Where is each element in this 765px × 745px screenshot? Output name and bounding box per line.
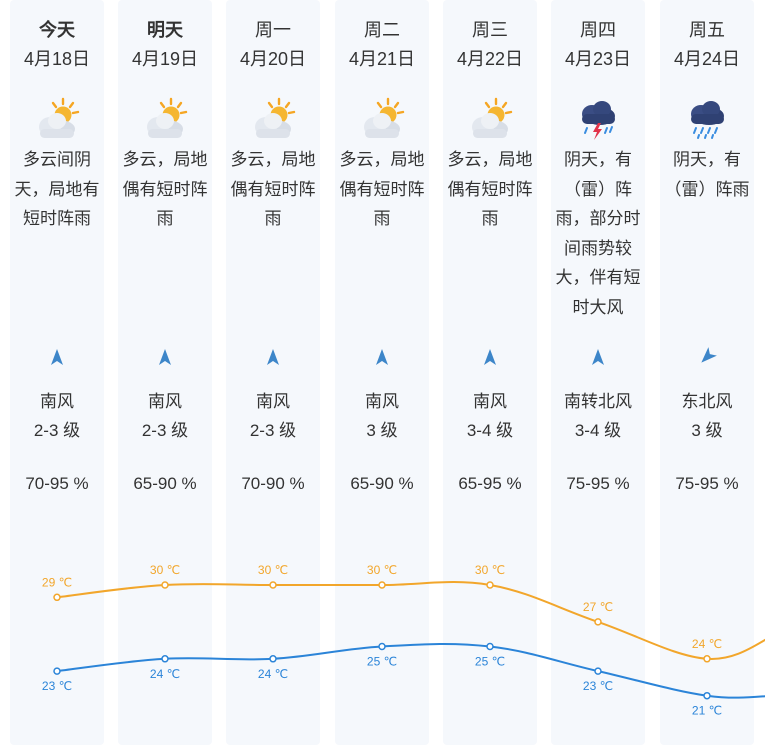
day-column: 今天 4月18日多云间阴天，局地有短时阵雨南风 2-3 级 70-95 %	[10, 0, 104, 745]
day-weekday: 周三	[472, 20, 508, 40]
day-date: 4月20日	[239, 49, 307, 69]
north-arrow-icon	[155, 347, 175, 367]
partly-cloudy-sun-icon	[140, 96, 190, 142]
day-date: 4月19日	[131, 49, 199, 69]
wind-direction: 南风	[148, 392, 182, 411]
weather-description: 多云，局地偶有短时阵雨	[230, 150, 316, 228]
humidity-range: 65-95 %	[458, 474, 522, 493]
day-column: 周五 4月24日阴天，有（雷）阵雨东北风 3 级 75-95 %	[660, 0, 754, 745]
day-weekday: 周五	[689, 20, 725, 40]
north-arrow-icon	[588, 347, 608, 367]
north-arrow-icon	[372, 347, 392, 367]
rain-cloud-icon	[682, 96, 732, 142]
humidity-range: 70-95 %	[25, 474, 89, 493]
day-weekday: 今天	[39, 20, 75, 40]
weather-description: 多云，局地偶有短时阵雨	[339, 150, 425, 228]
day-weekday: 周四	[580, 20, 616, 40]
day-weekday: 周二	[364, 20, 400, 40]
day-date: 4月21日	[348, 49, 416, 69]
weather-description: 阴天，有（雷）阵雨，部分时间雨势较大，伴有短时大风	[555, 150, 641, 317]
north-arrow-icon	[263, 347, 283, 367]
humidity-range: 70-90 %	[241, 474, 305, 493]
day-column: 周一 4月20日多云，局地偶有短时阵雨南风 2-3 级 70-90 %	[226, 0, 320, 745]
day-weekday: 周一	[255, 20, 291, 40]
humidity-range: 65-90 %	[133, 474, 197, 493]
wind-level: 3 级	[691, 421, 723, 440]
weather-description: 阴天，有（雷）阵雨	[664, 150, 750, 199]
thunderstorm-icon	[573, 96, 623, 142]
day-date: 4月24日	[673, 49, 741, 69]
wind-level: 3-4 级	[466, 421, 514, 440]
day-column: 周二 4月21日多云，局地偶有短时阵雨南风 3 级 65-90 %	[335, 0, 429, 745]
partly-cloudy-sun-icon	[248, 96, 298, 142]
day-date: 4月18日	[23, 49, 91, 69]
day-column: 明天 4月19日多云，局地偶有短时阵雨南风 2-3 级 65-90 %	[118, 0, 212, 745]
humidity-range: 75-95 %	[675, 474, 739, 493]
north-arrow-icon	[480, 347, 500, 367]
wind-direction: 东北风	[681, 392, 733, 411]
weather-description: 多云间阴天，局地有短时阵雨	[14, 150, 100, 228]
wind-level: 2-3 级	[33, 421, 81, 440]
weather-description: 多云，局地偶有短时阵雨	[122, 150, 208, 228]
day-column: 周三 4月22日多云，局地偶有短时阵雨南风 3-4 级 65-95 %	[443, 0, 537, 745]
day-weekday: 明天	[147, 20, 183, 40]
day-date: 4月23日	[564, 49, 632, 69]
wind-level: 3 级	[366, 421, 398, 440]
wind-direction: 南风	[256, 392, 290, 411]
wind-level: 2-3 级	[141, 421, 189, 440]
wind-direction: 南风	[40, 392, 74, 411]
partly-cloudy-sun-icon	[32, 96, 82, 142]
wind-direction: 南转北风	[564, 392, 632, 411]
day-date: 4月22日	[456, 49, 524, 69]
southwest-arrow-icon	[697, 347, 717, 367]
partly-cloudy-sun-icon	[357, 96, 407, 142]
wind-level: 2-3 级	[249, 421, 297, 440]
humidity-range: 65-90 %	[350, 474, 414, 493]
wind-direction: 南风	[365, 392, 399, 411]
humidity-range: 75-95 %	[566, 474, 630, 493]
north-arrow-icon	[47, 347, 67, 367]
weather-description: 多云，局地偶有短时阵雨	[447, 150, 533, 228]
wind-level: 3-4 级	[574, 421, 622, 440]
day-column: 周四 4月23日阴天，有（雷）阵雨，部分时间雨势较大，伴有短时大风南转北风 3-4 …	[551, 0, 645, 745]
partly-cloudy-sun-icon	[465, 96, 515, 142]
wind-direction: 南风	[473, 392, 507, 411]
